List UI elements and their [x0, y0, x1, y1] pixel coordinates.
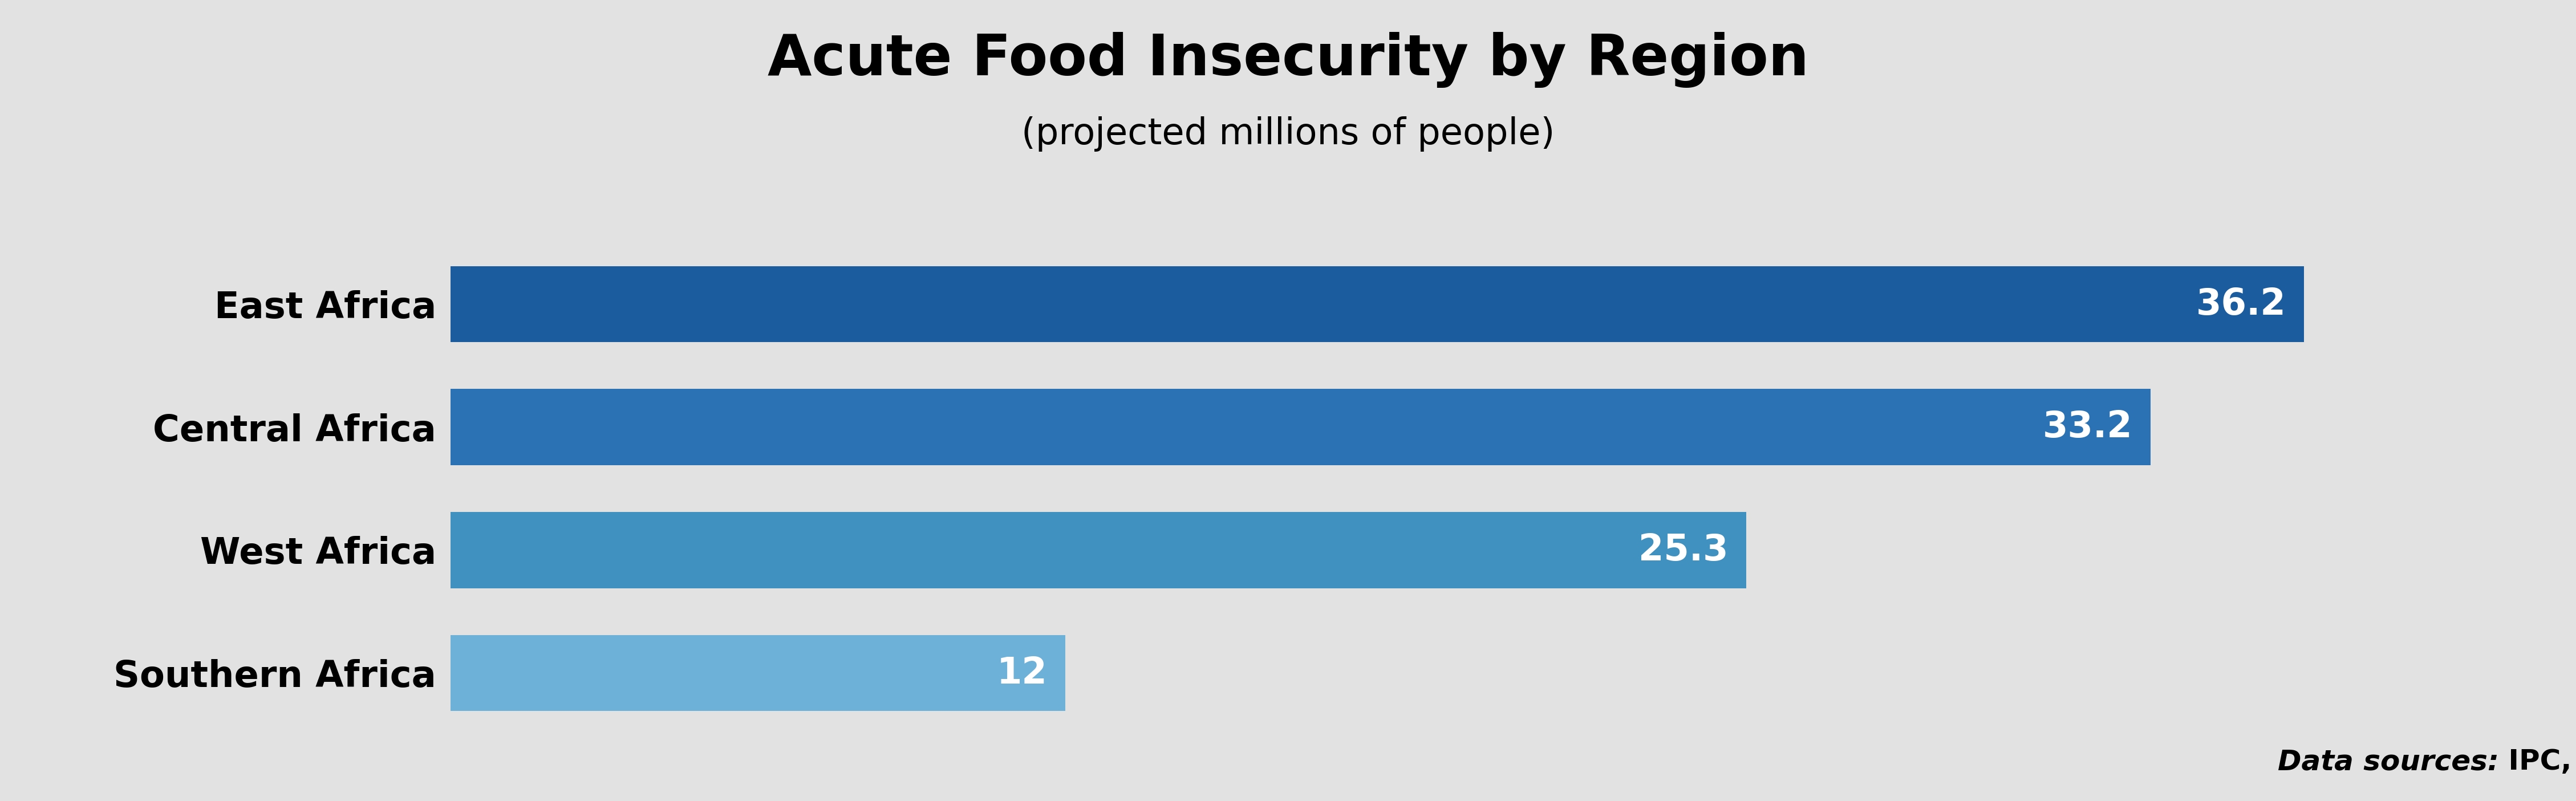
Text: Data sources:: Data sources: [2277, 748, 2499, 775]
Text: (projected millions of people): (projected millions of people) [1020, 116, 1556, 151]
Bar [451, 266, 2303, 342]
Text: 12: 12 [997, 655, 1048, 690]
Text: 25.3: 25.3 [1638, 533, 1728, 568]
Bar [451, 635, 1066, 711]
Text: Acute Food Insecurity by Region: Acute Food Insecurity by Region [768, 32, 1808, 88]
Text: 33.2: 33.2 [2043, 409, 2133, 445]
Text: IPC, FAO, WFP, Cadre Harmonisé: IPC, FAO, WFP, Cadre Harmonisé [2499, 748, 2576, 775]
Bar [451, 512, 1747, 588]
Bar [451, 389, 2151, 465]
Text: 36.2: 36.2 [2197, 287, 2287, 322]
